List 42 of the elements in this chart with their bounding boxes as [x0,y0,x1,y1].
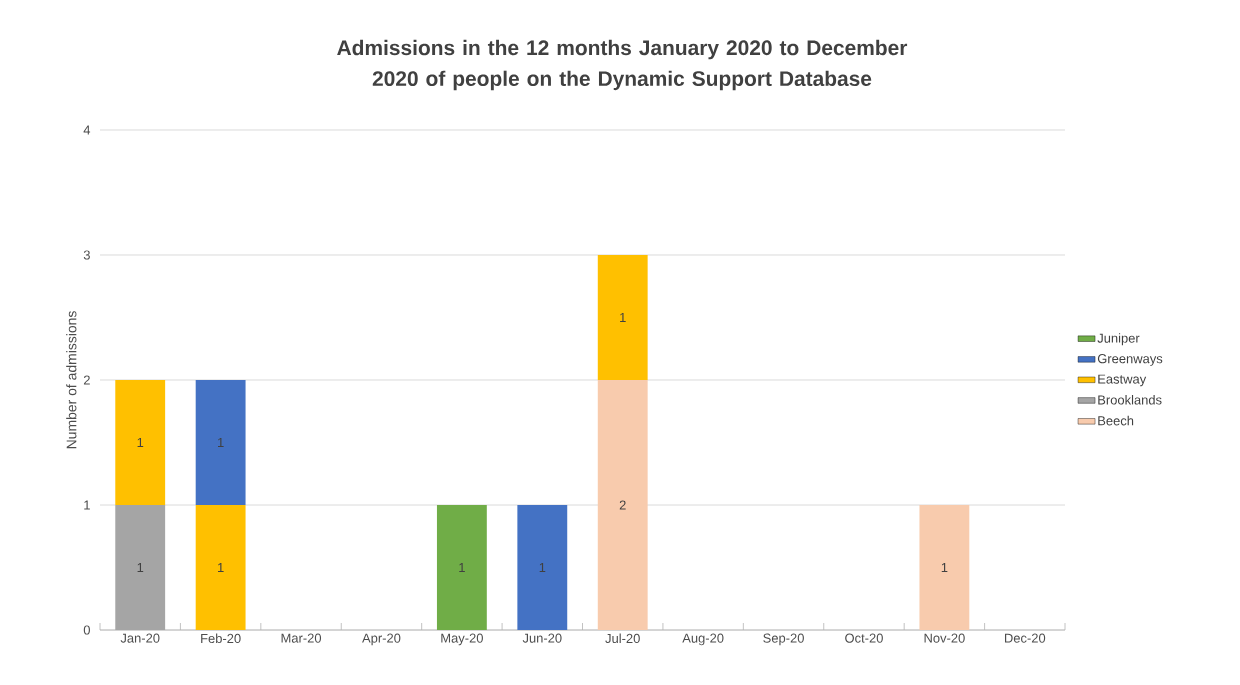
bar [195,505,246,630]
y-tick-label: 4 [83,125,91,135]
x-tick-label: Jul-20 [605,633,640,644]
data-label: 1 [218,438,224,447]
chart-title: Admissions in the 12 months January 2020 to December 2020 of people on the Dynamic Support Database [337,39,908,91]
x-tick-label: Apr-20 [362,633,401,646]
bar [919,505,970,630]
data-label: 1 [459,563,465,572]
bar [115,505,166,630]
bar [597,255,648,380]
bar [436,505,487,630]
legend-label: Juniper [1097,333,1140,346]
data-label: 1 [137,563,144,572]
legend-label: Greenways [1097,354,1163,366]
y-tick-label: 3 [83,250,90,260]
x-tick-label: Jan-20 [120,633,160,643]
data-label: 1 [137,438,144,447]
y-tick-label: 1 [84,500,90,510]
x-tick-label: Sep-20 [763,633,804,646]
bar [195,380,246,505]
legend-label: Beech [1098,415,1134,426]
bar [517,505,568,630]
y-axis-title: Number of admissions [66,311,77,449]
bar [597,380,648,630]
data-label: 1 [941,563,948,572]
data-label: 1 [620,313,626,322]
x-tick-label: Jun-20 [522,633,562,643]
x-tick-label: Nov-20 [924,633,965,643]
x-tick-label: Aug-20 [682,633,724,646]
legend-label: Brooklands [1098,395,1162,405]
x-tick-label: Feb-20 [201,633,241,644]
y-tick-label: 0 [83,625,90,635]
x-tick-label: Mar-20 [281,633,322,643]
x-tick-label: Oct-20 [845,633,883,643]
bar [115,380,166,505]
legend-label: Eastway [1098,374,1147,387]
data-label: 1 [539,563,546,572]
y-tick-label: 2 [83,375,90,385]
x-tick-label: May-20 [441,633,483,646]
x-tick-label: Dec-20 [1004,633,1046,643]
data-label: 2 [619,500,626,510]
data-label: 1 [218,563,224,572]
